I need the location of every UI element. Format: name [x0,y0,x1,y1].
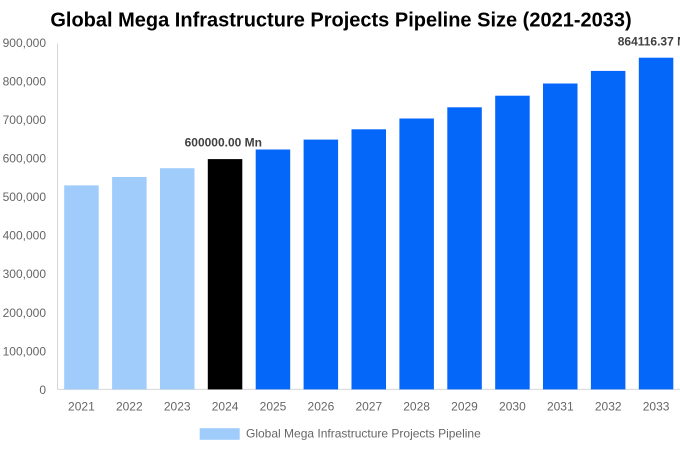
svg-text:300,000: 300,000 [3,267,47,281]
svg-text:400,000: 400,000 [3,229,47,243]
svg-text:2031: 2031 [547,400,574,414]
svg-text:2021: 2021 [68,400,95,414]
svg-text:2030: 2030 [499,400,526,414]
svg-text:0: 0 [39,383,46,397]
svg-text:864116.37 Mn: 864116.37 Mn [618,35,680,49]
svg-text:2025: 2025 [260,400,287,414]
svg-text:600000.00 Mn: 600000.00 Mn [185,135,262,149]
svg-text:2033: 2033 [643,400,670,414]
svg-text:2022: 2022 [116,400,143,414]
svg-text:2032: 2032 [595,400,622,414]
svg-text:2028: 2028 [403,400,430,414]
svg-text:100,000: 100,000 [3,344,47,358]
svg-text:2029: 2029 [451,400,478,414]
svg-text:800,000: 800,000 [3,75,47,89]
svg-text:Global Mega Infrastructure Pro: Global Mega Infrastructure Projects Pipe… [246,427,481,441]
svg-text:700,000: 700,000 [3,113,47,127]
svg-text:2024: 2024 [212,400,239,414]
svg-text:600,000: 600,000 [3,152,47,166]
svg-text:200,000: 200,000 [3,306,47,320]
svg-text:2027: 2027 [355,400,382,414]
svg-text:2026: 2026 [308,400,335,414]
svg-text:2023: 2023 [164,400,191,414]
svg-text:900,000: 900,000 [3,36,47,50]
svg-text:Global Mega Infrastructure Pro: Global Mega Infrastructure Projects Pipe… [50,10,631,32]
svg-text:500,000: 500,000 [3,190,47,204]
